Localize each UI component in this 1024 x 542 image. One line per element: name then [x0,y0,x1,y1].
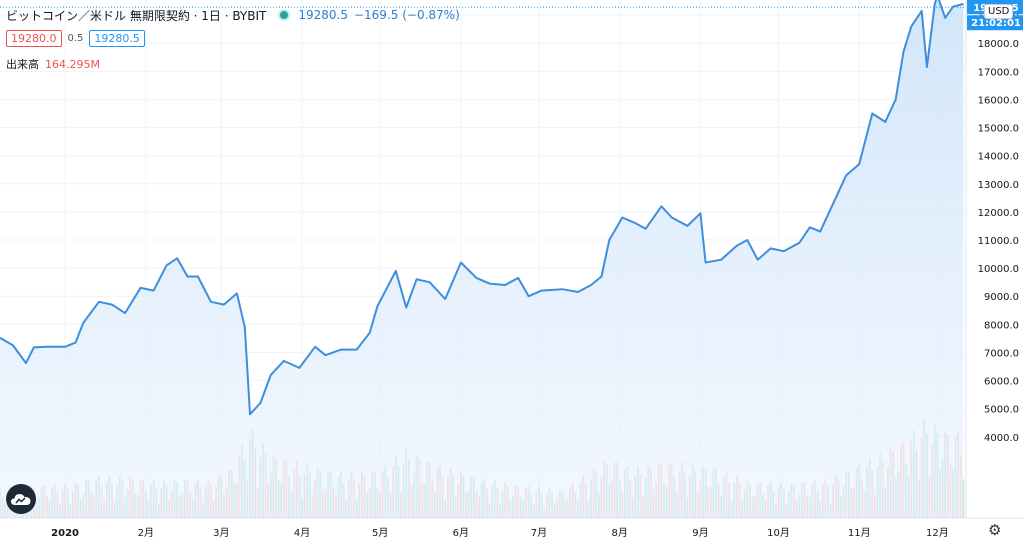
x-tick-label: 2020 [51,528,79,539]
x-tick-label: 12月 [926,527,949,539]
buy-price-button[interactable]: 19280.5 [89,30,145,47]
price-line [0,0,964,416]
y-tick-label: 12000.0 [978,208,1019,219]
y-tick-label: 8000.0 [984,320,1019,331]
time-axis-bg [0,518,1024,542]
market-status-icon [280,11,289,19]
volume-label: 出来高 [6,58,39,71]
sell-price-button[interactable]: 19280.0 [6,30,62,47]
y-tick-label: 17000.0 [978,67,1019,78]
x-tick-label: 4月 [294,527,310,539]
y-tick-label: 5000.0 [984,405,1019,416]
price-change: −169.5 (−0.87%) [353,8,460,22]
y-tick-label: 4000.0 [984,433,1019,444]
price-area [0,0,964,518]
y-tick-label: 15000.0 [978,124,1019,135]
y-tick-label: 11000.0 [978,236,1019,247]
x-tick-label: 10月 [767,527,790,539]
price-axis[interactable]: 4000.0 5000.0 6000.0 7000.0 8000.0 9000.0 1000… [965,0,1024,542]
bid-ask-row: 19280.0 0.5 19280.5 [6,30,145,47]
x-tick-label: 8月 [612,527,628,539]
x-tick-label: 9月 [692,527,708,539]
volume-legend: 出来高 164.295M [6,56,100,72]
price-series [0,0,964,518]
chart-legend: ビットコイン／米ドル 無期限契約 · 1日 · BYBIT 19280.5 −1… [6,6,460,24]
x-tick-label: 2月 [138,527,154,539]
symbol-title[interactable]: ビットコイン／米ドル 無期限契約 · 1日 · BYBIT [6,8,267,23]
y-tick-label: 7000.0 [984,348,1019,359]
currency-button[interactable]: USD [984,4,1014,19]
y-tick-label: 13000.0 [978,180,1019,191]
x-tick-label: 7月 [531,527,547,539]
last-price: 19280.5 [298,8,348,22]
spread-value: 0.5 [67,33,84,44]
y-tick-label: 16000.0 [978,95,1019,106]
time-axis[interactable]: 2020 2月 3月 4月 5月 6月 7月 8月 9月 10月 11月 12月 [0,517,1024,542]
tradingview-cloud-icon[interactable] [6,484,36,514]
x-tick-label: 5月 [372,527,388,539]
y-tick-label: 18000.0 [978,39,1019,50]
y-tick-label: 9000.0 [984,292,1019,303]
y-tick-label: 14000.0 [978,152,1019,163]
volume-value: 164.295M [45,58,100,71]
countdown-tag-text: 21:02:01 [971,18,1021,29]
x-tick-label: 3月 [213,527,229,539]
gear-icon[interactable]: ⚙ [988,521,1002,539]
x-tick-label: 11月 [848,527,871,539]
y-tick-label: 6000.0 [984,377,1019,388]
x-tick-label: 6月 [453,527,469,539]
y-tick-label: 10000.0 [978,264,1019,275]
price-axis-bg [966,0,1024,542]
